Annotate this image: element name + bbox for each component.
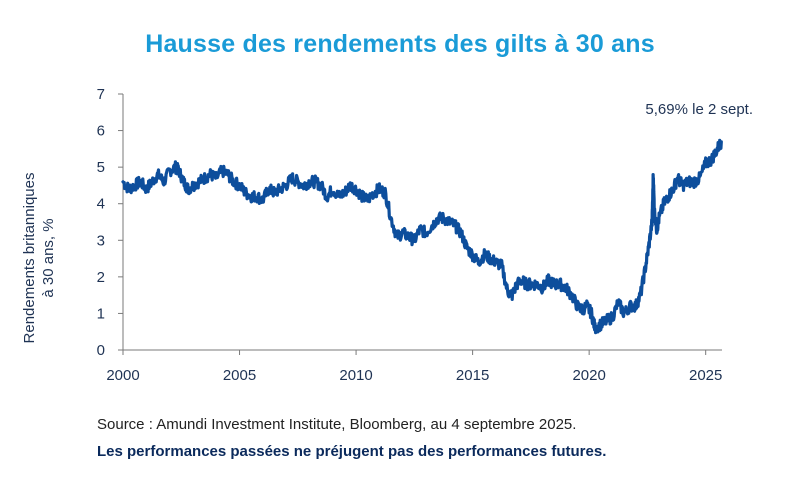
x-tick-label: 2015 (456, 367, 489, 384)
x-tick-label: 2000 (106, 367, 139, 384)
annotation-last-value: 5,69% le 2 sept. (645, 101, 753, 118)
y-tick-label: 4 (97, 196, 105, 213)
x-tick-label: 2010 (339, 367, 372, 384)
y-tick-label: 6 (97, 123, 105, 140)
disclaimer-note: Les performances passées ne préjugent pa… (97, 443, 607, 460)
y-tick-label: 0 (97, 342, 105, 359)
source-note: Source : Amundi Investment Institute, Bl… (97, 416, 577, 433)
y-axis-label-line-1: Rendements britanniques (21, 173, 38, 344)
x-tick-label: 2005 (223, 367, 256, 384)
y-tick-label: 5 (97, 159, 105, 176)
y-axis-label-line-2: à 30 ans, % (40, 218, 57, 297)
y-axis-label: Rendements britanniques à 30 ans, % (21, 173, 57, 344)
y-tick-label: 2 (97, 269, 105, 286)
series-line-gilt-30y (121, 138, 723, 335)
x-tick-label: 2025 (689, 367, 722, 384)
x-tick-label: 2020 (572, 367, 605, 384)
y-tick-label: 7 (97, 86, 105, 103)
y-tick-label: 1 (97, 305, 105, 322)
y-tick-label: 3 (97, 232, 105, 249)
chart-title: Hausse des rendements des gilts à 30 ans (145, 30, 655, 58)
